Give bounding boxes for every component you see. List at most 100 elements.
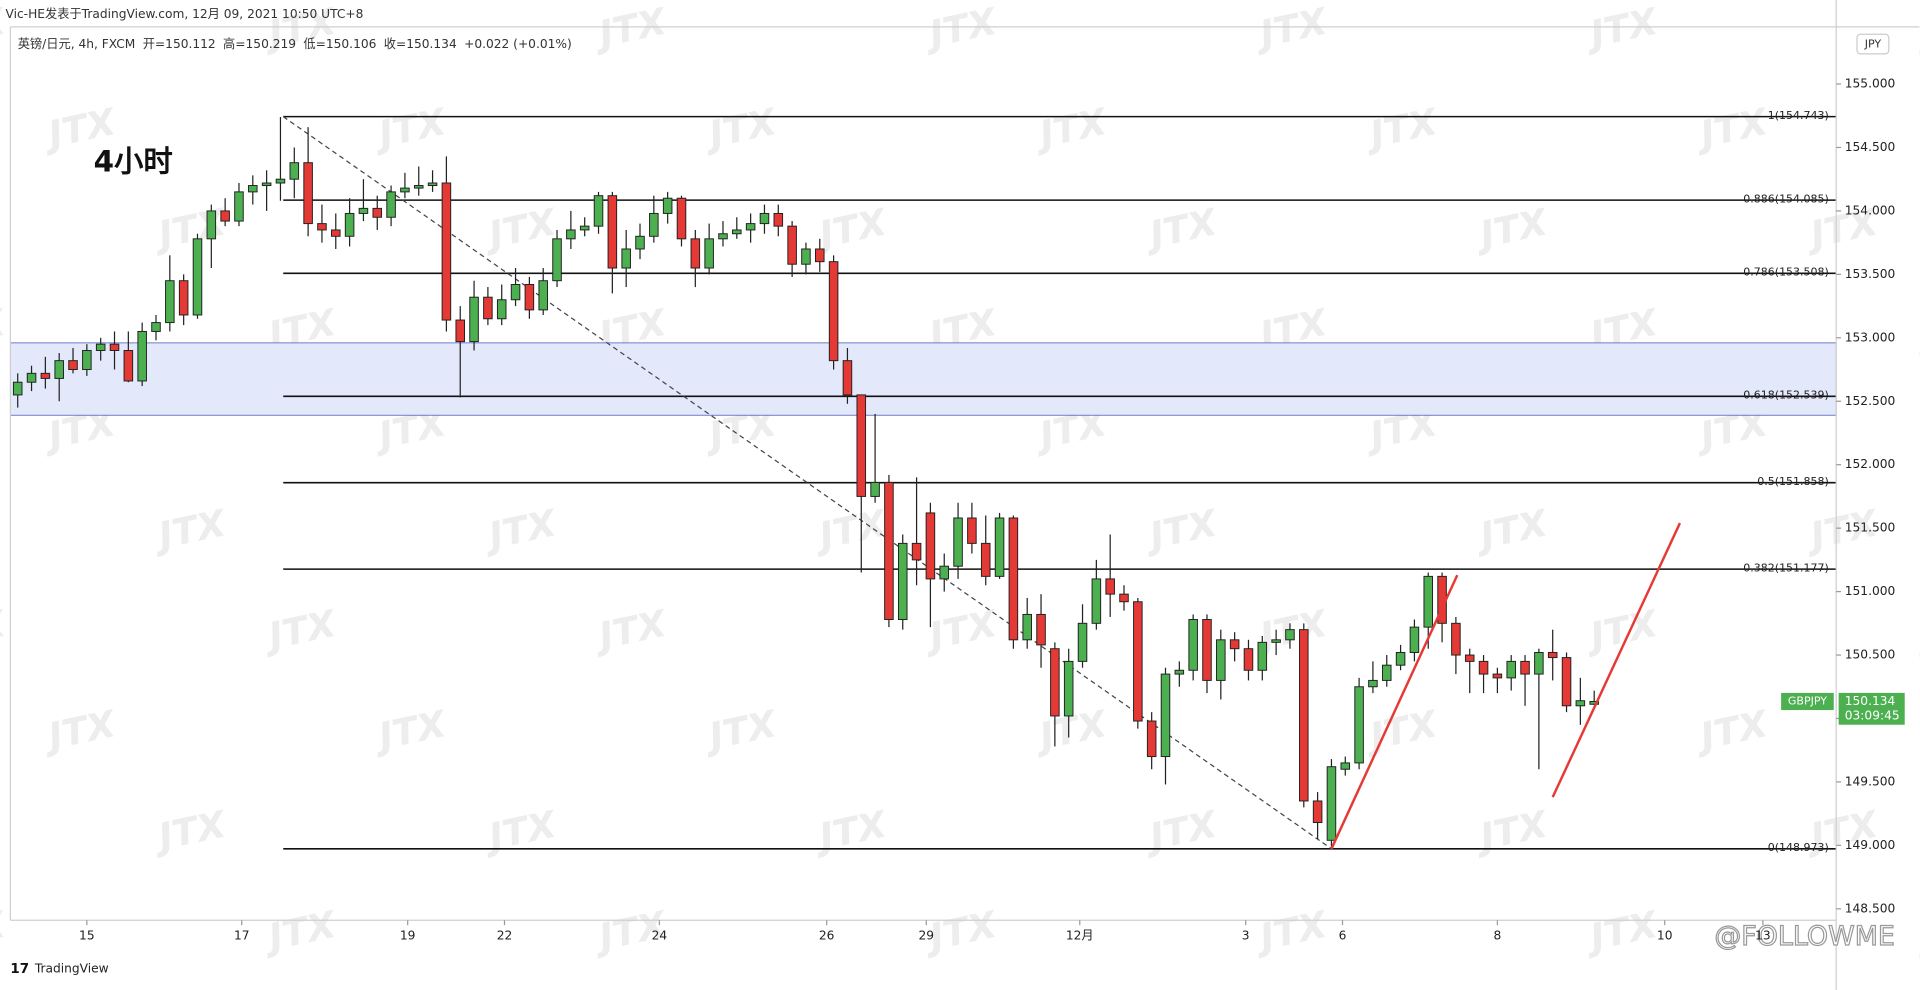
follow-watermark: @FOLLOWME — [1714, 921, 1895, 952]
candle-body — [137, 330, 147, 382]
candle-body — [123, 350, 134, 382]
candle-body — [192, 238, 203, 316]
y-tick-label: 152.000 — [1845, 457, 1896, 471]
candle-body — [1146, 720, 1157, 758]
watermark: JTX — [0, 300, 11, 358]
candle-body — [1506, 660, 1516, 679]
candle-body — [593, 195, 604, 227]
fib-label: 0.618(152.539) — [1743, 389, 1829, 402]
candle-body — [469, 296, 479, 343]
x-tick-label: 8 — [1493, 929, 1501, 943]
candle-body — [690, 238, 701, 269]
candle-body — [248, 185, 258, 193]
close-value: 150.134 — [406, 37, 457, 51]
x-tick-label: 29 — [918, 929, 934, 943]
candle-body — [773, 212, 784, 227]
y-tick-label: 155.000 — [1845, 77, 1896, 91]
candle-body — [1174, 669, 1185, 675]
ticker: GBPJPY — [1788, 694, 1827, 707]
candle-body — [1285, 629, 1295, 641]
candle-body — [566, 229, 576, 240]
candle-body — [1216, 639, 1226, 681]
open-value: 150.112 — [165, 37, 216, 51]
y-tick-label: 154.500 — [1845, 140, 1896, 154]
last-price: 150.134 — [1845, 694, 1896, 708]
candle-body — [897, 542, 908, 621]
fib-label: 1(154.743) — [1768, 109, 1829, 122]
candle-body — [1063, 660, 1074, 717]
support-zone — [10, 342, 1837, 416]
candle-body — [1451, 622, 1461, 656]
fib-label: 0.886(154.085) — [1743, 193, 1829, 206]
candle-body — [1243, 648, 1254, 671]
y-tick-label: 152.500 — [1845, 394, 1896, 408]
candle-body — [261, 182, 272, 187]
candle-body — [26, 372, 37, 383]
candle-body — [40, 372, 51, 379]
x-tick-label: 24 — [652, 929, 668, 943]
currency[interactable]: JPY — [1864, 38, 1882, 51]
candle-body — [662, 197, 673, 214]
plot-area: 1(154.743) 0.886(154.085) 0.786(153.508) 0.… — [10, 109, 1837, 854]
candle-body — [95, 343, 106, 351]
candle-body — [234, 191, 244, 222]
trend-line — [1551, 522, 1682, 798]
y-tick-label: 150.500 — [1845, 648, 1896, 662]
candle-body — [745, 223, 756, 231]
candle-body — [1312, 800, 1323, 824]
candle-body — [787, 225, 797, 265]
candle-body — [925, 512, 936, 580]
candle-body — [676, 197, 687, 240]
candle-body — [939, 565, 950, 580]
candle-body — [1464, 654, 1475, 662]
candle-body — [842, 360, 853, 396]
watermark: JTX — [0, 903, 11, 961]
candle-body — [441, 182, 452, 321]
candle-body — [704, 238, 714, 269]
candle-body — [1409, 626, 1420, 653]
open-label: 开= — [143, 37, 165, 51]
close-label: 收= — [384, 37, 406, 51]
candle-body — [980, 542, 991, 577]
candle-body — [496, 299, 507, 320]
candle-body — [178, 280, 189, 316]
candle-body — [1160, 673, 1171, 758]
x-tick-label: 10 — [1657, 929, 1673, 943]
low-label: 低= — [303, 37, 325, 51]
candle-body — [828, 261, 839, 362]
x-tick-label: 17 — [234, 929, 250, 943]
candle-body — [1561, 657, 1572, 707]
high-value: 150.219 — [246, 37, 297, 51]
candle-body — [1534, 652, 1544, 675]
candle-body — [1105, 578, 1115, 595]
trend-line — [1330, 574, 1459, 850]
candle-body — [1077, 622, 1088, 662]
candle-body — [1395, 652, 1406, 666]
candle-body — [1589, 700, 1599, 705]
candle-body — [1008, 517, 1019, 641]
y-tick-label: 153.000 — [1845, 330, 1896, 344]
candle-body — [1036, 613, 1046, 646]
candle-body — [884, 481, 894, 621]
candle-body — [635, 235, 645, 250]
x-tick-label: 12月 — [1066, 929, 1094, 943]
candle-body — [82, 350, 92, 371]
candle-body — [621, 248, 631, 269]
candle-body — [1050, 648, 1060, 717]
candle-body — [12, 381, 23, 396]
candle-body — [1368, 679, 1378, 688]
candle-body — [953, 517, 963, 567]
change: +0.022 (+0.01%) — [464, 37, 572, 51]
candle-body — [801, 248, 811, 265]
dashed-trend — [282, 116, 1332, 850]
candle-body — [1257, 641, 1268, 671]
currency-button[interactable] — [1856, 33, 1890, 55]
watermark: JTX — [0, 0, 11, 57]
candle-body — [1492, 673, 1503, 679]
candle-body — [1091, 578, 1102, 624]
x-tick-label: 26 — [819, 929, 835, 943]
candle-body — [911, 542, 922, 561]
x-tick-label: 19 — [400, 929, 416, 943]
symbol: 英镑/日元, 4h, FXCM — [18, 36, 136, 51]
